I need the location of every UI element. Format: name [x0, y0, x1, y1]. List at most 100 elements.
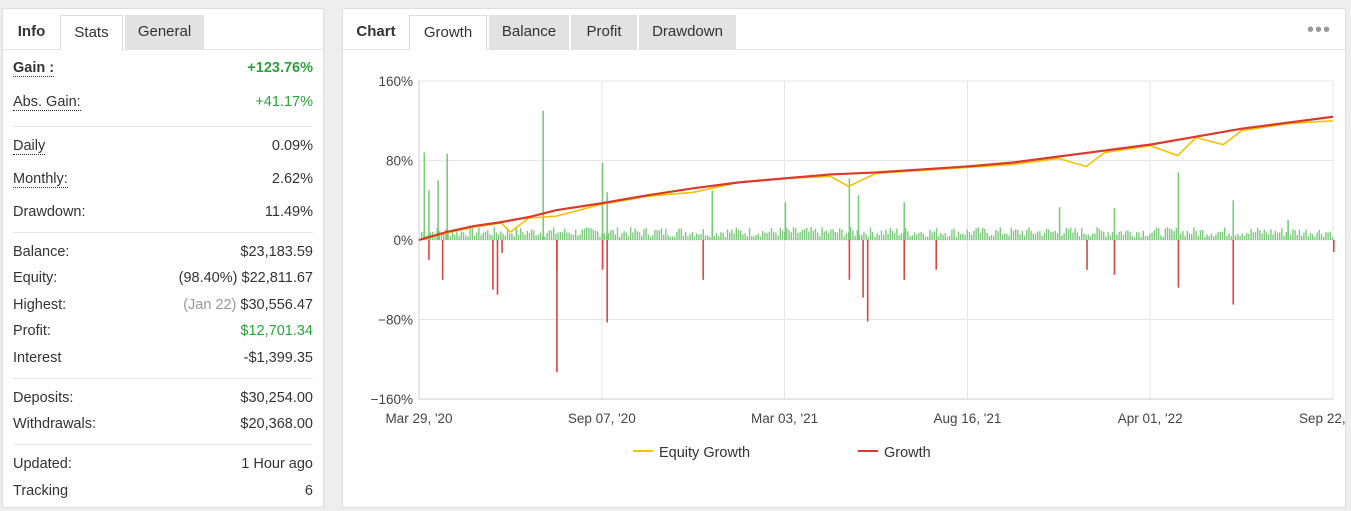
y-tick-label: 0% [393, 233, 413, 248]
profit-bar [894, 233, 896, 240]
profit-bar [951, 229, 953, 240]
tab-stats[interactable]: Stats [60, 15, 123, 51]
profit-bar [788, 230, 790, 240]
x-tick-label: Mar 03, '21 [751, 411, 818, 426]
stat-label[interactable]: Monthly: [13, 171, 68, 188]
profit-bar [1228, 233, 1230, 240]
profit-bar [1127, 230, 1129, 240]
profit-bar [1045, 228, 1048, 240]
profit-bar [825, 230, 828, 240]
profit-bar [1202, 229, 1204, 240]
profit-bar [931, 232, 933, 240]
y-tick-label: −80% [378, 313, 413, 328]
profit-bar [889, 227, 891, 240]
profit-bar [568, 232, 570, 240]
profit-bar [610, 230, 612, 240]
profit-bar [1092, 233, 1094, 240]
profit-bar [446, 153, 449, 240]
profit-bar [1109, 235, 1111, 240]
stat-row-deposits: Deposits: $30,254.00 [13, 390, 313, 410]
profit-bar [1050, 231, 1052, 240]
profit-bar [542, 110, 544, 240]
profit-bar [1142, 230, 1144, 240]
tab-info[interactable]: Info [17, 23, 46, 40]
profit-bar [1008, 235, 1010, 240]
profit-bar [504, 235, 506, 240]
tab-profit[interactable]: Profit [571, 15, 637, 50]
legend-label: Growth [884, 445, 931, 461]
profit-bar [1281, 228, 1283, 240]
profit-bar [823, 231, 825, 240]
stat-label[interactable]: Daily [13, 138, 46, 155]
tab-growth[interactable]: Growth [409, 15, 487, 51]
profit-bar [1272, 234, 1274, 240]
profit-bar [1323, 236, 1325, 240]
profit-bar [693, 236, 696, 240]
profit-bar [614, 234, 616, 240]
profit-bar [1177, 172, 1180, 240]
profit-bar [586, 227, 588, 240]
chart-tabbar: Chart Growth Balance Profit Drawdown ••• [343, 9, 1345, 51]
legend-item-equity-growth[interactable]: Equity Growth [633, 445, 750, 461]
stat-label[interactable]: Gain : [13, 60, 55, 77]
profit-bar [1054, 230, 1056, 240]
profit-bar [1213, 236, 1215, 240]
y-tick-label: 80% [386, 154, 413, 169]
profit-bar [469, 227, 471, 240]
profit-bar [1331, 236, 1334, 240]
stat-value: $12,701.34 [240, 323, 313, 339]
tab-drawdown[interactable]: Drawdown [639, 15, 736, 50]
chart-title: Chart [356, 23, 396, 40]
profit-bar [619, 236, 621, 240]
profit-bar [891, 231, 894, 240]
profit-bar [467, 236, 469, 240]
stat-label[interactable]: Abs. Gain: [13, 94, 81, 111]
profit-bar [935, 227, 938, 240]
profit-bar [916, 234, 918, 240]
profit-bar [599, 236, 601, 240]
profit-bar [808, 231, 810, 240]
profit-bar [616, 227, 619, 240]
profit-bar [982, 227, 984, 240]
profit-bar [1087, 234, 1089, 240]
profit-bar [795, 228, 797, 240]
profit-bar [445, 229, 447, 240]
profit-bar [861, 234, 863, 240]
profit-bar [539, 232, 542, 240]
more-dots-icon[interactable]: ••• [1306, 19, 1331, 41]
profit-bar [1015, 229, 1017, 240]
stat-value: 2.62% [271, 171, 313, 187]
stats-panel: Info Stats General Gain : +123.76% Abs. … [2, 8, 324, 508]
tab-general[interactable]: General [125, 15, 204, 50]
profit-bar [863, 231, 865, 240]
profit-bar [588, 227, 590, 240]
profit-bar [839, 228, 841, 240]
divider [13, 378, 313, 379]
profit-bar [625, 232, 627, 240]
profit-bar [566, 232, 568, 240]
legend-item-growth[interactable]: Growth [858, 445, 931, 461]
growth-line [418, 115, 1334, 242]
profit-bar [700, 234, 702, 240]
loss-bar [606, 240, 608, 323]
profit-bar [1188, 233, 1191, 240]
x-tick-label: Mar 29, '20 [385, 411, 452, 426]
stat-row-withdrawals: Withdrawals: $20,368.00 [13, 416, 313, 436]
profit-bar [1153, 230, 1155, 240]
profit-bar [1122, 234, 1125, 240]
profit-bar [766, 233, 768, 240]
tab-balance[interactable]: Balance [489, 15, 569, 50]
legend-swatch [858, 450, 878, 453]
profit-bar [1226, 236, 1228, 240]
profit-bar [812, 230, 814, 240]
profit-bar [449, 236, 451, 240]
profit-bar [522, 232, 524, 240]
profit-bar [986, 232, 988, 240]
profit-bar [581, 229, 583, 240]
chart-panel: Chart Growth Balance Profit Drawdown •••… [342, 8, 1351, 508]
profit-bar [1048, 229, 1050, 240]
profit-bar [854, 235, 856, 240]
loss-bar [1232, 240, 1235, 305]
y-tick-label: 160% [378, 74, 413, 89]
profit-bar [645, 228, 647, 240]
